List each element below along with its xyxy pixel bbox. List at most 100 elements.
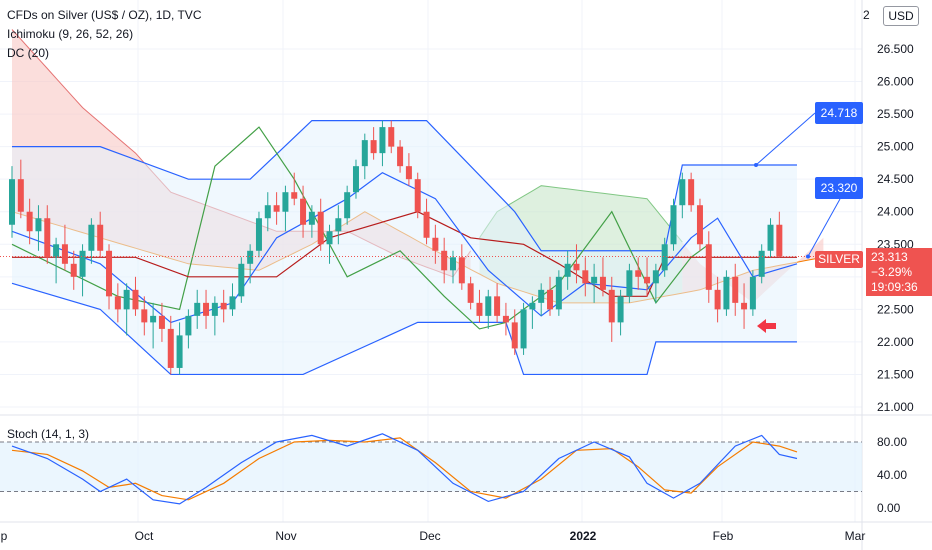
candle-body: [167, 328, 174, 368]
candle-body: [229, 296, 236, 310]
candle-body: [291, 192, 298, 199]
candle-body: [458, 257, 465, 284]
annotation-lines: [0, 112, 862, 333]
candle-body: [696, 205, 703, 245]
stoch-tick-label: 0.00: [877, 501, 901, 515]
candle-body: [17, 179, 24, 212]
price-tick-label: 26.500: [877, 42, 914, 56]
candle-body: [379, 127, 386, 154]
time-tick-label: Nov: [275, 529, 296, 543]
price-tick-label: 21.000: [877, 400, 914, 414]
candle-body: [397, 146, 404, 167]
candle-body: [53, 244, 60, 258]
candle-body: [485, 296, 492, 316]
candle-body: [652, 270, 659, 284]
price-tick-label: 25.000: [877, 140, 914, 154]
time-tick-label: Dec: [419, 529, 440, 543]
upper-level-tag: 24.718: [815, 102, 863, 124]
candle-body: [432, 237, 439, 251]
arrow-icon: [757, 319, 776, 333]
candle-body: [714, 289, 721, 310]
candle-body: [732, 276, 739, 303]
stochastic-pane: [0, 433, 862, 505]
candle-body: [670, 205, 677, 245]
candlestick-series: [9, 120, 783, 375]
lower-tag-connector: [807, 198, 841, 257]
candle-body: [26, 211, 33, 232]
stoch-tick-label: 40.00: [877, 468, 907, 482]
candle-body: [79, 250, 86, 277]
candle-body: [220, 302, 227, 310]
candle-body: [608, 289, 615, 323]
candle-body: [211, 302, 218, 316]
candle-body: [441, 250, 448, 271]
candle-body: [70, 263, 77, 277]
candle-body: [741, 302, 748, 310]
donchian-lower: [11, 282, 797, 376]
axes: 26.500 26.000 25.500 25.000 24.500 24.000 23.5…: [1, 42, 914, 543]
candle-body: [564, 263, 571, 277]
bar-countdown: 19:09:36: [871, 280, 918, 294]
candle-body: [264, 205, 271, 219]
price-tick-label: 22.500: [877, 302, 914, 316]
price-tick-label: 24.500: [877, 172, 914, 186]
candle-body: [97, 224, 104, 251]
candle-body: [44, 218, 51, 258]
candle-body: [35, 218, 42, 232]
upper-tag-anchor: [754, 162, 758, 167]
candle-body: [644, 276, 651, 284]
donchian-legend[interactable]: DC (20): [7, 46, 50, 60]
candle-body: [335, 218, 342, 232]
candle-body: [573, 263, 580, 271]
price-tick-label: 23.500: [877, 237, 914, 251]
candle-body: [582, 270, 589, 284]
price-tick-label: 26.000: [877, 75, 914, 89]
stochastic-legend[interactable]: Stoch (14, 1, 3): [7, 427, 90, 441]
candle-body: [106, 250, 113, 297]
candle-body: [529, 302, 536, 310]
chart-title: CFDs on Silver (US$ / OZ), 1D, TVC: [7, 8, 202, 22]
price-tick-label: 21.500: [877, 367, 914, 381]
candle-body: [185, 315, 192, 336]
candle-body: [308, 211, 315, 225]
candle-body: [679, 179, 686, 206]
stoch-tick-label: 80.00: [877, 435, 907, 449]
candle-body: [300, 198, 307, 225]
candle-body: [9, 179, 15, 225]
price-tick-label: 25.500: [877, 107, 914, 121]
candle-body: [749, 276, 756, 310]
candle-body: [661, 244, 668, 271]
candle-body: [758, 250, 765, 277]
candle-body: [476, 302, 483, 316]
candle-body: [591, 276, 598, 284]
lower-tag-anchor: [806, 254, 810, 259]
price-tick-label: 24.000: [877, 205, 914, 219]
candle-body: [688, 179, 695, 206]
candle-body: [705, 244, 712, 290]
candle-body: [599, 276, 606, 290]
lower-level-tag: 23.320: [815, 177, 863, 199]
candle-body: [502, 315, 509, 323]
upper-tag-connector: [755, 112, 816, 166]
candle-body: [238, 263, 245, 297]
candle-body: [282, 192, 289, 212]
candle-body: [150, 315, 157, 323]
tenkan-sen: [11, 172, 798, 324]
candle-body: [520, 309, 527, 349]
price-axis-top-tick: 2: [863, 8, 870, 22]
candle-body: [723, 276, 730, 310]
candle-body: [344, 192, 351, 219]
senkou-b-line-bull: [479, 185, 683, 243]
time-tick-label: 2022: [570, 529, 597, 543]
candle-body: [361, 140, 368, 167]
candle-body: [538, 289, 545, 303]
ichimoku-legend[interactable]: Ichimoku (9, 26, 52, 26): [7, 27, 134, 41]
candle-body: [370, 140, 377, 154]
candle-body: [547, 289, 554, 310]
currency-button[interactable]: USD: [883, 6, 919, 26]
price-tick-label: 22.000: [877, 335, 914, 349]
candle-body: [352, 166, 359, 193]
candle-body: [158, 315, 165, 329]
candle-body: [494, 296, 501, 316]
